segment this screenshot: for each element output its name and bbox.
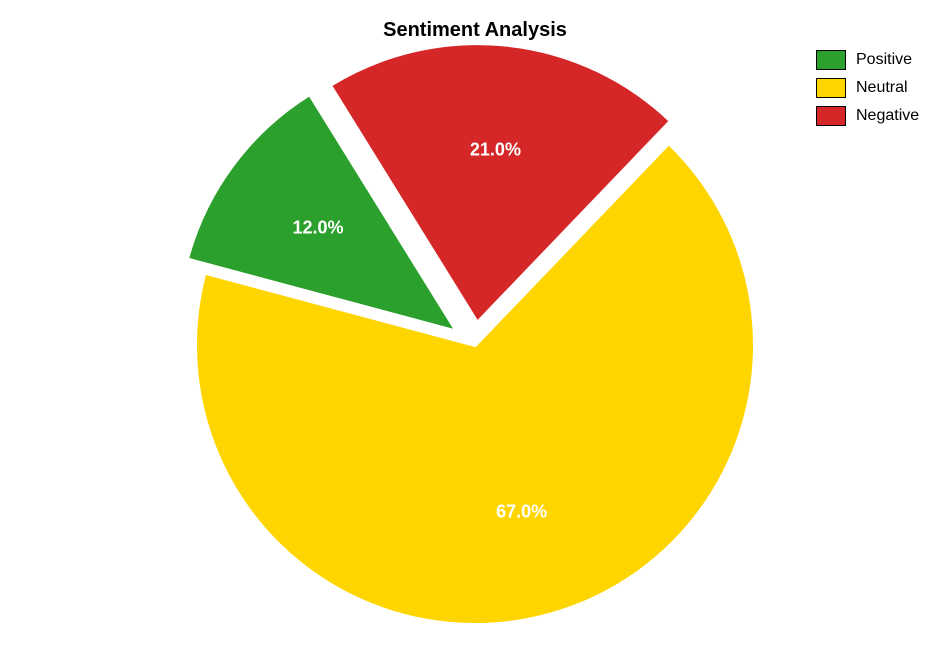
pie-slice-label: 21.0% bbox=[470, 140, 521, 161]
chart-container: Sentiment Analysis 21.0%67.0%12.0% Posit… bbox=[0, 0, 950, 662]
legend-swatch bbox=[816, 50, 846, 70]
pie-slice-label: 67.0% bbox=[496, 502, 547, 523]
legend-label: Neutral bbox=[856, 79, 908, 97]
legend-swatch bbox=[816, 78, 846, 98]
pie-slice-label: 12.0% bbox=[292, 218, 343, 239]
legend-swatch bbox=[816, 106, 846, 126]
pie-chart bbox=[0, 0, 950, 662]
legend-item: Neutral bbox=[816, 76, 919, 100]
legend-item: Positive bbox=[816, 48, 919, 72]
legend-label: Negative bbox=[856, 107, 919, 125]
legend-item: Negative bbox=[816, 104, 919, 128]
legend-label: Positive bbox=[856, 51, 912, 69]
legend: Positive Neutral Negative bbox=[816, 48, 919, 132]
